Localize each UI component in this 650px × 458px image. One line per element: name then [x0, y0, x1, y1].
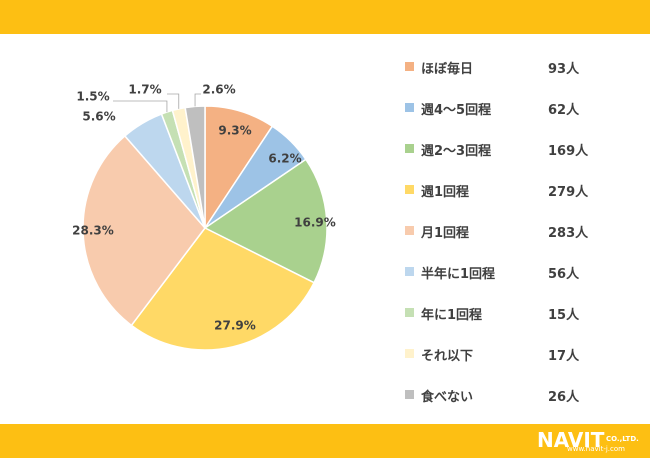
legend: ほぼ毎日 93人週4〜5回程 62人週2〜3回程 169人週1回程 279人月1回程 28… — [405, 58, 605, 427]
pie-slices — [82, 105, 328, 351]
legend-label: 月1回程 — [421, 226, 470, 241]
legend-item: 週1回程 279人 — [405, 181, 605, 222]
legend-label: 週2〜3回程 — [421, 144, 492, 159]
data-label: 2.6% — [202, 83, 235, 97]
bottom-band — [0, 424, 650, 458]
legend-label: 半年に1回程 — [421, 267, 496, 282]
data-label: 6.2% — [268, 152, 301, 166]
legend-swatch — [405, 308, 414, 317]
pie-slice — [82, 134, 206, 327]
data-label: 28.3% — [72, 224, 114, 238]
legend-item: 週4〜5回程 62人 — [405, 99, 605, 140]
logo-url: www.navit-j.com — [567, 445, 625, 453]
legend-label: ほぼ毎日 — [421, 62, 474, 77]
data-label: 1.5% — [76, 90, 109, 104]
legend-count: 283人 — [548, 226, 589, 241]
legend-count: 62人 — [548, 103, 580, 118]
data-label: 16.9% — [294, 216, 336, 230]
data-label: 1.7% — [128, 83, 161, 97]
legend-label: 週4〜5回程 — [421, 103, 492, 118]
data-label: 27.9% — [214, 319, 256, 333]
legend-item: 週2〜3回程 169人 — [405, 140, 605, 181]
pie-slice — [203, 158, 328, 284]
legend-label: 食べない — [421, 390, 474, 405]
legend-swatch — [405, 390, 414, 399]
legend-count: 15人 — [548, 308, 580, 323]
legend-item: 食べない 26人 — [405, 386, 605, 427]
legend-count: 26人 — [548, 390, 580, 405]
logo-suffix: CO.,LTD. — [606, 435, 639, 443]
legend-label: 年に1回程 — [421, 308, 483, 323]
legend-swatch — [405, 226, 414, 235]
legend-item: 半年に1回程 56人 — [405, 263, 605, 304]
legend-item: それ以下 17人 — [405, 345, 605, 386]
leader-line — [167, 93, 180, 109]
legend-count: 17人 — [548, 349, 580, 364]
legend-count: 56人 — [548, 267, 580, 282]
legend-label: それ以下 — [421, 349, 474, 364]
legend-count: 169人 — [548, 144, 589, 159]
pie-slice — [130, 227, 316, 351]
legend-swatch — [405, 267, 414, 276]
legend-swatch — [405, 62, 414, 71]
legend-count: 279人 — [548, 185, 589, 200]
legend-label: 週1回程 — [421, 185, 470, 200]
legend-swatch — [405, 349, 414, 358]
legend-swatch — [405, 144, 414, 153]
legend-item: 月1回程 283人 — [405, 222, 605, 263]
logo-text: NAVIT — [537, 428, 605, 452]
legend-item: ほぼ毎日 93人 — [405, 58, 605, 99]
leader-lines — [113, 93, 201, 113]
legend-count: 93人 — [548, 62, 580, 77]
navit-logo: NAVIT CO.,LTD. www.navit-j.com — [537, 428, 647, 454]
legend-swatch — [405, 185, 414, 194]
data-labels: 9.3% 6.2% 16.9% 27.9% 28.3% 5.6% 1.5% 1.7% 2.6% — [72, 83, 336, 333]
leader-line — [194, 93, 201, 107]
data-label: 5.6% — [82, 110, 115, 124]
data-label: 9.3% — [218, 124, 251, 138]
legend-item: 年に1回程 15人 — [405, 304, 605, 345]
leader-line — [113, 100, 168, 113]
legend-swatch — [405, 103, 414, 112]
top-band — [0, 0, 650, 34]
pie-chart: 9.3% 6.2% 16.9% 27.9% 28.3% 5.6% 1.5% 1.7% 2.6% — [72, 83, 336, 351]
